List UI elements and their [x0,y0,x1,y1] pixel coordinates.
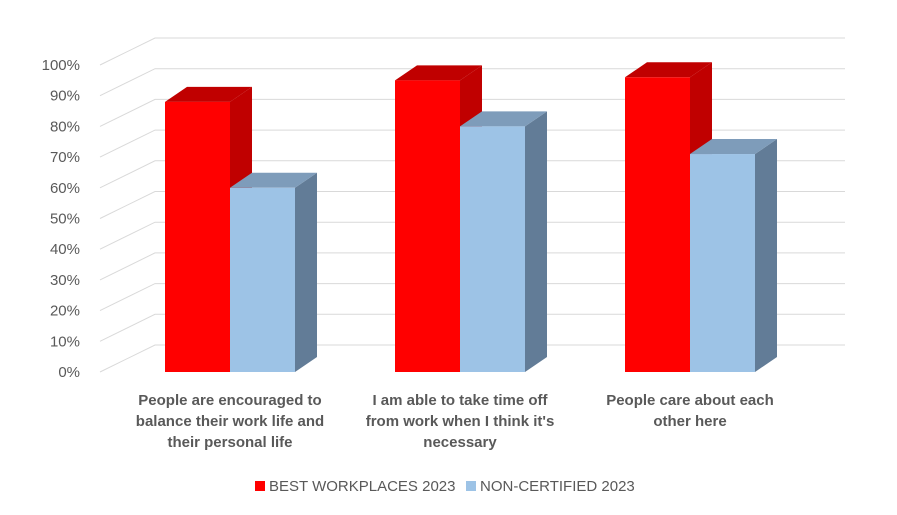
gridline [99,68,845,97]
category-labels: People are encouraged to balance their wo… [136,392,774,451]
bar-side [525,111,547,373]
legend-label: BEST WORKPLACES 2023 [269,478,455,495]
bar-front [230,187,295,372]
legend-label: NON-CERTIFIED 2023 [480,478,635,495]
bar-side [295,172,317,372]
y-axis-ticks: 0% 10% 20% 30% 40% 50% 60% 70% 80% 90% 100% [42,57,80,381]
category-label: People are encouraged to balance their wo… [136,392,324,451]
bar-top [165,86,252,102]
gridline [99,129,845,158]
bar-top [690,139,777,155]
legend-swatch [255,481,265,491]
bar-best-workplaces [625,62,712,372]
gridlines [99,37,845,373]
gridline [99,191,845,219]
y-tick-label: 0% [58,364,80,381]
bars [165,62,777,373]
gridline [99,283,845,312]
bar-top [395,65,482,81]
y-tick-label: 10% [50,333,80,350]
bar-non-certified [460,111,547,373]
bar-top [625,62,712,78]
y-tick-label: 40% [50,241,80,258]
bar-side [755,139,777,372]
bar-front [690,154,755,372]
bar-front [165,101,230,372]
gridline [99,37,845,66]
bar-non-certified [230,172,317,372]
bar-top [230,172,317,188]
y-tick-label: 30% [50,272,80,289]
gridline [99,221,845,250]
legend: BEST WORKPLACES 2023 NON-CERTIFIED 2023 [255,478,635,495]
y-tick-label: 80% [50,118,80,135]
y-tick-label: 50% [50,211,80,228]
y-tick-label: 20% [50,303,80,320]
category-label: People care about each other here [606,392,774,430]
y-tick-label: 60% [50,180,80,197]
gridline [99,98,845,127]
gridline [99,252,845,281]
gridline [99,313,845,342]
category-label: I am able to take time off from work when… [366,392,555,451]
gridline [99,344,845,373]
bar-top [460,111,547,127]
y-tick-label: 100% [42,57,80,74]
y-tick-label: 90% [50,88,80,105]
gridline [99,160,845,189]
bar-front [625,77,690,372]
y-tick-label: 70% [50,149,80,166]
legend-swatch [466,481,476,491]
bar-front [460,126,525,373]
bar-non-certified [690,139,777,372]
bar-front [395,80,460,372]
